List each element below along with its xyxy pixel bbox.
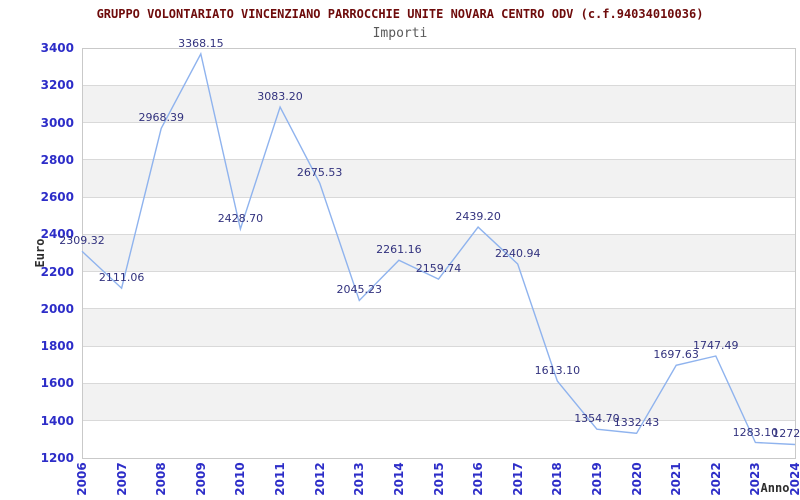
gridline (82, 382, 795, 384)
gridline (82, 345, 795, 347)
x-tick-label: 2016 (471, 462, 486, 496)
x-tick-label: 2020 (629, 462, 644, 496)
plot-band (82, 308, 795, 347)
point-value-label: 2675.53 (296, 166, 343, 179)
y-tick-label: 2400 (40, 227, 74, 242)
x-tick-label: 2013 (352, 462, 367, 496)
point-value-label: 1613.10 (534, 364, 581, 377)
x-tick-label: 2009 (193, 462, 208, 496)
plot-border (82, 48, 796, 459)
data-line-importi (81, 51, 796, 446)
x-tick-label: 2021 (669, 462, 684, 496)
gridline (82, 84, 795, 86)
point-value-label: 1332.43 (613, 416, 660, 430)
point-value-label: 2428.70 (217, 212, 264, 225)
point-value-label: 1283.10 (732, 425, 779, 439)
x-tick-label: 2008 (154, 462, 169, 496)
x-tick-label: 2017 (510, 462, 525, 496)
gridline (82, 233, 795, 235)
point-value-label: 1697.63 (653, 348, 699, 362)
gridline (82, 271, 795, 273)
x-tick-label: 2024 (788, 462, 800, 496)
y-tick-label: 2800 (40, 152, 74, 167)
y-tick-label: 1400 (40, 413, 74, 428)
y-tick-label: 2600 (40, 190, 74, 205)
y-tick-label: 3200 (40, 78, 74, 93)
plot-band (82, 159, 795, 198)
point-value-label: 2968.39 (138, 111, 184, 125)
point-value-label: 2111.06 (98, 271, 145, 285)
x-tick-label: 2007 (114, 462, 129, 496)
gridline (82, 420, 795, 422)
point-value-label: 3368.15 (178, 36, 224, 50)
point-value-label: 2045.23 (336, 283, 383, 297)
y-tick-label: 2000 (40, 301, 74, 316)
x-tick-label: 2010 (233, 462, 248, 496)
point-value-label: 2159.74 (415, 262, 462, 276)
chart-subtitle: Importi (372, 26, 428, 41)
gridline (82, 196, 795, 198)
gridline (82, 159, 795, 161)
x-tick-label: 2015 (431, 462, 446, 496)
y-tick-label: 1600 (40, 376, 74, 391)
x-tick-label: 2022 (708, 462, 723, 496)
point-value-label: 1354.70 (574, 412, 620, 426)
y-tick-label: 1200 (40, 451, 74, 465)
point-value-label: 2309.32 (59, 234, 105, 248)
point-value-label: 2439.20 (455, 210, 501, 224)
gridline (82, 122, 795, 124)
x-tick-label: 2018 (550, 462, 565, 496)
y-tick-label: 3000 (40, 115, 74, 130)
point-value-label: 1747.49 (693, 338, 739, 352)
point-value-label: 2261.16 (376, 243, 422, 257)
x-tick-label: 2011 (273, 462, 288, 496)
chart-title: GRUPPO VOLONTARIATO VINCENZIANO PARROCCH… (96, 7, 704, 21)
x-tick-label: 2012 (312, 462, 327, 496)
x-tick-label: 2019 (589, 462, 604, 496)
point-value-label: 2240.94 (494, 247, 541, 260)
y-tick-label: 3400 (40, 41, 74, 55)
plot-band (82, 85, 795, 123)
y-tick-label: 2200 (40, 264, 74, 279)
x-tick-label: 2014 (391, 462, 406, 496)
y-tick-label: 1800 (40, 339, 74, 354)
point-value-label: 1272.60 (772, 427, 800, 441)
x-axis-title: Anno (760, 481, 790, 495)
x-tick-label: 2006 (75, 462, 89, 496)
plot-band (82, 383, 795, 421)
point-value-label: 3083.20 (257, 90, 303, 104)
gridline (82, 308, 795, 310)
plot-band (82, 234, 795, 272)
